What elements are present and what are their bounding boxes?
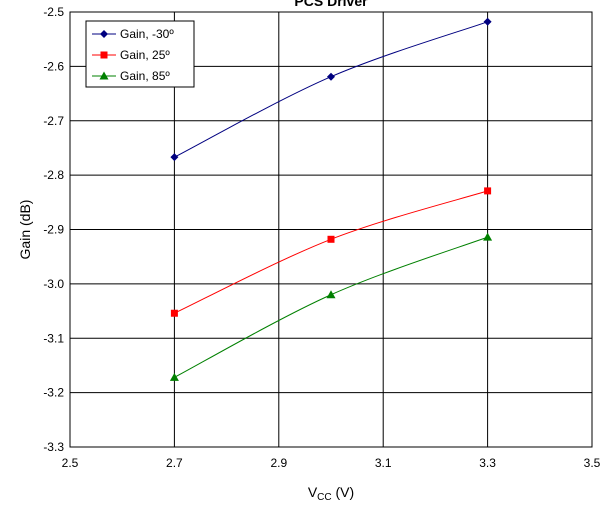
legend: Gain, -30º Gain, 25º Gain, 85º	[85, 20, 195, 88]
plot-area	[69, 11, 593, 448]
x-tick-label: 2.9	[270, 456, 287, 470]
chart-title: PCS Driver	[294, 0, 368, 9]
y-axis-title: Gain (dB)	[17, 200, 33, 260]
legend-item: Gain, 85º	[92, 69, 170, 83]
y-tick-labels: -2.5 -2.6 -2.7 -2.8 -2.9 -3.0 -3.1 -3.2 -3.3	[43, 5, 64, 454]
y-tick-label: -2.8	[43, 168, 64, 182]
data-point	[327, 72, 335, 81]
y-tick-label: -3.0	[43, 277, 64, 291]
legend-item: Gain, 25º	[92, 48, 170, 62]
y-tick-label: -3.2	[43, 386, 64, 400]
x-tick-label: 3.5	[584, 456, 600, 470]
data-point	[327, 235, 335, 243]
series-line	[174, 21, 488, 158]
y-tick-label: -3.1	[43, 331, 64, 345]
x-axis-title: VCC (V)	[308, 484, 354, 503]
x-tick-labels: 2.5 2.7 2.9 3.1 3.3 3.5	[62, 456, 600, 470]
legend-item: Gain, -30º	[92, 27, 174, 41]
y-tick-label: -2.6	[43, 59, 64, 73]
series-line	[174, 236, 488, 378]
y-tick-label: -2.9	[43, 223, 64, 237]
x-tick-label: 3.1	[375, 456, 392, 470]
x-axis-title-subscript: CC	[317, 492, 331, 503]
y-tick-label: -2.5	[43, 5, 64, 19]
series-2	[170, 187, 492, 317]
data-point	[483, 17, 492, 26]
y-tick-label: -3.3	[43, 440, 64, 454]
data-point	[170, 153, 179, 162]
legend-swatch-marker	[99, 71, 109, 80]
legend-swatch-marker	[100, 51, 108, 59]
x-axis-title-unit: (V)	[332, 484, 355, 500]
data-point	[483, 232, 493, 241]
series-1	[170, 17, 492, 162]
legend-swatch-marker	[100, 30, 108, 38]
x-tick-label: 2.5	[62, 456, 79, 470]
x-axis-title-main: V	[308, 484, 318, 500]
legend-label: Gain, 85º	[120, 69, 170, 83]
legend-label: Gain, 25º	[120, 48, 170, 62]
x-tick-label: 3.3	[479, 456, 496, 470]
data-point	[169, 372, 179, 381]
series-3	[169, 232, 493, 381]
data-point	[326, 290, 336, 299]
legend-label: Gain, -30º	[120, 27, 174, 41]
x-tick-label: 2.7	[166, 456, 183, 470]
data-point	[170, 309, 178, 317]
series-layer	[169, 17, 493, 381]
y-tick-label: -2.7	[43, 114, 64, 128]
data-point	[484, 187, 492, 195]
